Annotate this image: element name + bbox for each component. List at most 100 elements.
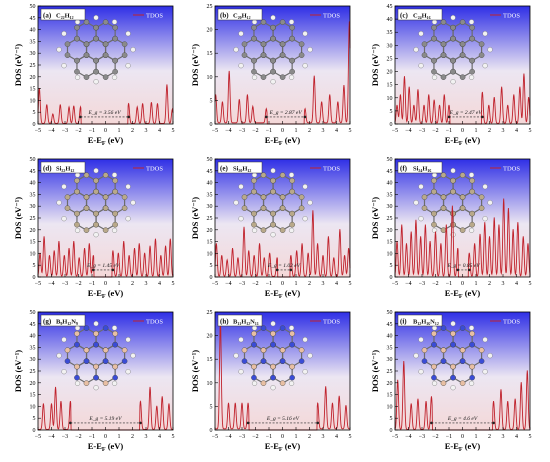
y-tick-label: 30 [30,357,36,363]
molecule-atom [112,341,118,348]
hydrogen-atom [270,385,276,391]
hydrogen-atom [418,337,424,343]
x-tick-label: −3 [419,434,425,440]
hydrogen-atom [307,200,313,206]
legend-label: TDOS [503,166,520,173]
molecule-atom [93,188,99,195]
y-tick-label: 20 [30,381,36,387]
hydrogen-atom [288,380,295,386]
x-axis-label-unit: (eV) [283,135,301,145]
x-tick-label: 4 [515,128,518,134]
x-axis-label: E-EF (eV) [445,135,481,147]
molecule-atom [279,52,286,58]
molecule-atom [298,347,305,353]
hydrogen-atom [413,47,419,53]
molecule-atom [431,188,437,195]
x-tick-label: −5 [35,434,41,440]
molecule-atom [440,41,447,47]
molecule-atom [469,210,475,217]
hydrogen-atom [431,227,438,233]
molecule-atom [241,41,248,47]
y-tick-label: 30 [30,51,36,57]
hydrogen-atom [233,353,239,359]
hydrogen-atom [125,216,131,222]
panel-label-box [217,161,263,174]
molecule-atom [459,194,466,200]
y-tick-label: 10 [387,96,393,102]
molecule-formula: Si₂₂H₁₂ [56,166,74,173]
y-tick-label: 40 [387,334,393,340]
panel-label-box [40,314,86,327]
molecule-atom [241,347,248,353]
y-axis-label: DOS (eV⁻¹) [190,197,200,239]
molecule-structure [233,321,313,391]
panel-label: (h) [220,318,229,326]
panel-label-box [40,8,86,21]
molecule-atom [450,35,456,42]
molecule-atom [440,347,447,353]
y-tick-label: 0 [33,275,36,281]
band-gap-arrow-start [456,268,460,272]
y-tick-label: 0 [390,275,393,281]
molecule-atom [450,363,456,370]
molecule-atom [431,374,437,381]
molecule-atom [450,188,456,195]
x-tick-label: −1 [89,128,95,134]
x-axis-label-unit: (eV) [463,441,481,451]
x-tick-label: 0 [104,128,107,134]
x-axis-label: E-EF (eV) [88,288,124,300]
legend-label: TDOS [323,166,340,173]
band-gap-label: E_g = 5.19 eV [88,416,122,422]
y-tick-label: 10 [207,381,213,387]
molecule-atom [74,210,80,217]
x-tick-label: 0 [461,128,464,134]
x-tick-label: 4 [158,281,161,287]
y-tick-label: 5 [210,98,213,104]
molecule-atom [64,194,71,200]
y-axis-label: DOS (eV⁻¹) [370,197,380,239]
molecule-atom [260,380,267,386]
x-tick-label: −4 [48,434,54,440]
molecule-atom [83,172,90,178]
panel-label-box [397,161,443,174]
molecule-atom [279,205,286,211]
y-tick-label: 15 [30,393,36,399]
molecule-atom [279,380,286,386]
x-axis-label-main: E-E [88,135,103,145]
molecule-atom [251,68,257,75]
x-tick-label: −3 [239,128,245,134]
x-tick-label: 5 [172,128,175,134]
x-tick-label: 0 [281,281,284,287]
molecule-atom [64,41,71,47]
panel-label: (g) [43,318,52,326]
molecule-atom [74,363,80,370]
molecule-atom [260,358,267,364]
x-tick-label: −4 [48,281,54,287]
molecule-atom [270,363,276,370]
x-tick-label: −3 [239,281,245,287]
molecule-atom [440,380,447,386]
molecule-atom [279,325,286,331]
molecule-atom [251,35,257,42]
dos-panel-i: E_g = 4.6 eV (i) B₁₂H₁₆N₁₂ TDOS −5 −4 −3 −2 −1 0 1… [370,310,532,453]
y-tick-label: 30 [207,204,213,210]
x-tick-label: −4 [225,434,231,440]
y-tick-label: 20 [207,334,213,340]
y-tick-label: 0 [390,122,393,128]
hydrogen-atom [61,369,67,375]
molecule-atom [102,19,109,25]
molecule-formula: C₂₄H₁₆ [413,13,431,20]
x-axis-label: E-EF (eV) [265,135,301,147]
x-tick-label: 1 [475,128,478,134]
x-axis-label-main: E-E [445,288,460,298]
molecule-atom [478,358,485,364]
molecule-atom [121,52,128,58]
molecule-atom [83,52,90,58]
molecule-atom [251,221,257,228]
molecule-atom [93,35,99,42]
molecule-formula: B₁₁H₁₂N₁₁ [233,319,259,326]
x-tick-label: 4 [335,434,338,440]
y-axis-label: DOS (eV⁻¹) [190,350,200,392]
x-axis-label-main: E-E [88,441,103,451]
y-axis-label: DOS (eV⁻¹) [13,197,23,239]
